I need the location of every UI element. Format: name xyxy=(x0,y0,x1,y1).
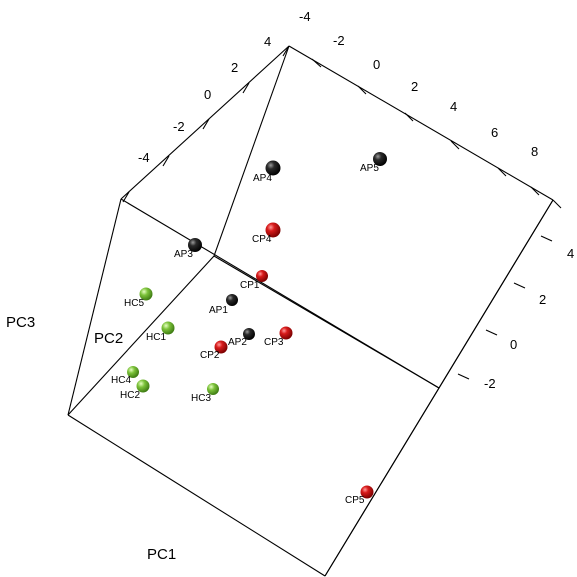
data-point-sphere xyxy=(256,270,268,282)
axis-title-pc3: PC3 xyxy=(6,314,35,331)
axis-title-pc2: PC2 xyxy=(94,330,123,347)
tick-label: 2 xyxy=(231,60,238,75)
tick-label: 6 xyxy=(491,125,498,140)
data-point-sphere xyxy=(243,328,255,340)
data-point-label: HC2 xyxy=(120,390,140,401)
data-point-hc5: HC5 xyxy=(124,287,153,309)
data-point-sphere xyxy=(161,321,175,335)
tick-label: 4 xyxy=(450,99,457,114)
data-point-ap3: AP3 xyxy=(174,238,202,260)
data-point-sphere xyxy=(279,326,293,340)
box-edge xyxy=(120,45,290,200)
data-point-sphere xyxy=(226,294,238,306)
axis-tick-labels: -4 -2 0 2 4 6 8 4 2 0 -2 -4 4 2 0 -2 xyxy=(138,9,574,391)
tick-label: -2 xyxy=(484,376,496,391)
axis-tick xyxy=(282,45,290,57)
data-point-sphere xyxy=(127,366,139,378)
data-point-sphere xyxy=(265,222,281,238)
box-edge xyxy=(67,414,326,577)
bounding-box xyxy=(67,45,554,577)
box-edge xyxy=(67,198,122,416)
tick-label: 4 xyxy=(567,246,574,261)
axis-tick xyxy=(552,199,562,209)
tick-label: 4 xyxy=(264,34,271,49)
box-edge xyxy=(213,45,290,257)
data-point-sphere xyxy=(139,287,153,301)
tick-label: -2 xyxy=(333,33,345,48)
data-point-ap5: AP5 xyxy=(360,152,387,174)
data-point-hc1: HC1 xyxy=(146,321,175,343)
axis-tick xyxy=(357,85,367,95)
data-point-label: HC4 xyxy=(111,375,131,386)
data-point-ap1: AP1 xyxy=(209,294,238,316)
tick-label: -4 xyxy=(299,9,311,24)
axis-tick xyxy=(485,329,498,336)
data-point-hc3: HC3 xyxy=(191,383,219,404)
axis-title-pc1: PC1 xyxy=(147,546,176,563)
data-point-ap4: AP4 xyxy=(253,160,281,184)
axis-tick xyxy=(202,118,210,130)
data-point-sphere xyxy=(360,485,374,499)
data-point-label: AP4 xyxy=(253,173,272,184)
data-point-sphere xyxy=(265,160,281,176)
tick-label: 8 xyxy=(531,144,538,159)
box-edge xyxy=(324,387,440,577)
data-point-hc2: HC2 xyxy=(120,379,150,401)
data-point-cp2: CP2 xyxy=(200,340,228,361)
data-point-label: CP1 xyxy=(240,280,260,291)
box-edge xyxy=(288,45,554,201)
axis-tick xyxy=(162,155,170,167)
data-point-label: HC5 xyxy=(124,298,144,309)
data-point-cp3: CP3 xyxy=(264,326,293,348)
data-point-sphere xyxy=(214,340,228,354)
tick-label: 2 xyxy=(411,79,418,94)
axis-ticks xyxy=(122,45,562,380)
data-point-label: AP2 xyxy=(228,337,247,348)
data-points: AP1 AP2 AP3 AP4 AP5 CP1 CP2 CP3 CP4 CP5 HC1 HC2 HC3 H… xyxy=(111,152,387,506)
data-point-label: HC3 xyxy=(191,393,211,404)
axis-tick xyxy=(497,167,507,177)
axis-tick xyxy=(457,373,470,380)
box-edge xyxy=(67,255,215,416)
data-point-hc4: HC4 xyxy=(111,366,139,386)
data-point-label: HC1 xyxy=(146,332,166,343)
axis-tick xyxy=(513,282,526,289)
tick-label: 2 xyxy=(539,292,546,307)
data-point-label: AP1 xyxy=(209,305,228,316)
axis-tick xyxy=(242,82,250,94)
box-edge xyxy=(213,255,440,389)
data-point-cp4: CP4 xyxy=(252,222,281,245)
axis-tick xyxy=(404,112,414,122)
tick-label: 0 xyxy=(373,57,380,72)
data-point-cp1: CP1 xyxy=(240,270,268,291)
tick-label: 0 xyxy=(510,337,517,352)
data-point-label: CP5 xyxy=(345,495,365,506)
data-point-cp5: CP5 xyxy=(345,485,374,506)
tick-label: -4 xyxy=(138,150,150,165)
data-point-ap2: AP2 xyxy=(228,328,255,348)
tick-label: -2 xyxy=(173,119,185,134)
axis-tick xyxy=(311,58,322,68)
data-point-sphere xyxy=(207,383,219,395)
axis-tick xyxy=(540,235,553,242)
axis-tick xyxy=(122,191,130,203)
data-point-label: CP4 xyxy=(252,234,272,245)
data-point-label: CP3 xyxy=(264,337,284,348)
tick-label: 0 xyxy=(204,87,211,102)
data-point-label: AP3 xyxy=(174,249,193,260)
data-point-label: CP2 xyxy=(200,350,220,361)
data-point-label: AP5 xyxy=(360,163,379,174)
data-point-sphere xyxy=(373,152,387,166)
axis-tick xyxy=(530,186,540,196)
data-point-sphere xyxy=(188,238,202,252)
data-point-sphere xyxy=(136,379,150,393)
axis-tick xyxy=(450,140,460,150)
